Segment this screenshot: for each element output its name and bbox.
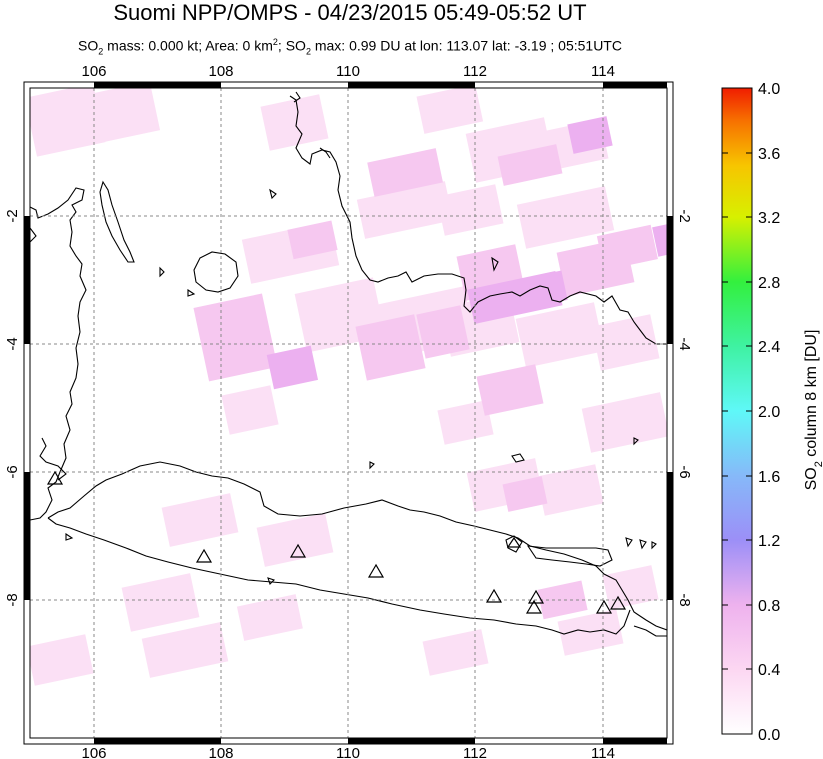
- volcano-marker: [609, 595, 627, 610]
- lon-ticks-bottom: 106 108 110 112 114: [81, 745, 614, 759]
- volcano-marker: [525, 599, 543, 614]
- lon-tick: 108: [208, 63, 233, 80]
- lon-tick: 110: [336, 63, 360, 80]
- lat-ticks-left: -2 -4 -6 -8: [4, 209, 21, 606]
- lon-tick: 114: [591, 63, 615, 80]
- volcano-marker: [595, 599, 613, 614]
- colorbar-tick: 1.2: [758, 533, 780, 550]
- lat-ticks-right: -2 -4 -6 -8: [676, 209, 693, 606]
- map-title: Suomi NPP/OMPS - 04/23/2015 05:49-05:52 …: [113, 0, 587, 25]
- colorbar-tick: 0.8: [758, 598, 780, 615]
- coastlines: [30, 91, 667, 637]
- colorbar-tick: 2.4: [758, 339, 780, 356]
- volcano-marker: [527, 589, 545, 604]
- colorbar-tick: 0.4: [758, 662, 780, 679]
- lat-tick: -4: [676, 337, 693, 350]
- colorbar-tick: 1.6: [758, 469, 780, 486]
- so2-pixel-layer: [30, 88, 667, 686]
- colorbar-tick: 2.8: [758, 275, 780, 292]
- lat-tick: -2: [676, 209, 693, 222]
- colorbar-tick: 2.0: [758, 404, 780, 421]
- lat-tick: -6: [4, 465, 21, 478]
- map-gridlines: [30, 88, 667, 738]
- lat-tick: -6: [676, 465, 693, 478]
- lat-tick: -4: [4, 337, 21, 350]
- lon-tick: 112: [463, 63, 487, 80]
- lat-tick: -8: [4, 593, 21, 606]
- volcano-marker: [289, 543, 307, 558]
- colorbar-label: SO2 column 8 km [DU]: [803, 330, 823, 491]
- volcano-marker: [195, 548, 213, 563]
- lon-tick: 114: [591, 745, 615, 759]
- lat-tick: -2: [4, 209, 21, 222]
- frame-bars: [24, 82, 673, 744]
- volcano-marker: [367, 563, 385, 578]
- volcano-marker: [485, 588, 503, 603]
- lon-tick: 112: [463, 745, 487, 759]
- lon-tick: 106: [81, 63, 106, 80]
- colorbar-tick: 0.0: [758, 727, 780, 744]
- colorbar-tick: 3.6: [758, 146, 780, 163]
- lon-tick: 110: [336, 745, 360, 759]
- volcano-marker: [506, 536, 522, 548]
- colorbar-tick: 4.0: [758, 81, 780, 98]
- lon-tick: 106: [81, 745, 106, 759]
- colorbar: 4.0 3.6 3.2 2.8 2.4 2.0 1.6 1.2 0.8 0.4 …: [721, 81, 823, 744]
- volcano-marker: [46, 470, 64, 485]
- lat-tick: -8: [676, 593, 693, 606]
- volcano-markers: [46, 470, 627, 614]
- colorbar-tick: 3.2: [758, 210, 780, 227]
- lon-ticks-top: 106 108 110 112 114: [81, 63, 614, 80]
- map-subtitle: SO2 mass: 0.000 kt; Area: 0 km2; SO2 max…: [78, 37, 622, 57]
- lon-tick: 108: [208, 745, 233, 759]
